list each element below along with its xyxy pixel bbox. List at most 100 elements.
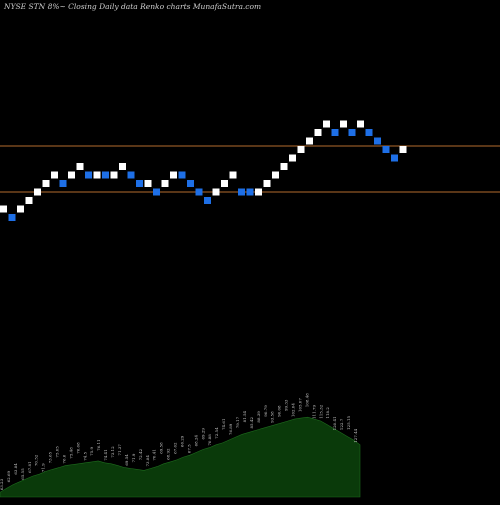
volume-label: 127.44 [353, 428, 358, 442]
volume-label: 72.42 [138, 448, 143, 460]
renko-brick-down [391, 154, 398, 162]
renko-brick-down [59, 180, 67, 187]
volume-label: 63.84 [13, 463, 18, 475]
volume-label: 66.29 [180, 435, 185, 447]
renko-brick-up [280, 163, 288, 170]
volume-label: 67.81 [27, 461, 32, 472]
volume-label: 70.41 [152, 449, 157, 460]
renko-brick-up [0, 205, 7, 213]
renko-brick-down [382, 146, 390, 153]
renko-brick-down [102, 171, 109, 179]
renko-brick-up [340, 120, 347, 128]
volume-label: 93.58 [270, 411, 275, 423]
volume-label: 68.24 [193, 434, 198, 446]
renko-brick-up [170, 171, 177, 179]
volume-label: 108.48 [304, 393, 309, 407]
volume-label: 67.5 [186, 444, 191, 453]
volume-label: 76.6 [62, 454, 67, 463]
renko-brick-down [8, 214, 16, 221]
volume-label: 81.54 [242, 410, 247, 422]
renko-brick-up [323, 120, 330, 128]
volume-label: 65.55 [20, 468, 25, 480]
volume-label: 63.23 [0, 478, 4, 490]
renko-brick-up [289, 154, 296, 162]
volume-label: 111.79 [311, 405, 316, 419]
volume-label: 118.2 [325, 407, 330, 419]
renko-brick-up [263, 180, 271, 187]
renko-brick-down [127, 171, 135, 179]
renko-brick-down [348, 129, 356, 136]
volume-label: 85.42 [249, 417, 254, 429]
renko-brick-down [195, 188, 203, 196]
volume-label: 74.41 [103, 449, 108, 460]
volume-label: 69.29 [200, 428, 205, 440]
renko-brick-down [331, 129, 339, 136]
volume-label: 67.62 [173, 442, 178, 454]
volume-label: 79.17 [235, 416, 240, 428]
volume-label: 122.7 [339, 418, 344, 430]
volume-label: 72.54 [214, 427, 219, 439]
renko-brick-up [68, 171, 75, 179]
volume-label: 90.79 [263, 405, 268, 417]
renko-brick-down [365, 129, 373, 136]
renko-brick-up [306, 137, 313, 145]
renko-brick-up [272, 171, 279, 179]
renko-brick-down [187, 180, 194, 187]
renko-brick-up [357, 120, 364, 128]
volume-label: 70.88 [207, 434, 212, 446]
volume-label: 88.39 [256, 411, 261, 423]
volume-label: 71.9 [41, 463, 46, 472]
volume-label: 120.41 [332, 416, 337, 430]
renko-brick-down [178, 171, 186, 179]
renko-brick-up [76, 163, 84, 170]
volume-label: 74.61 [221, 419, 226, 430]
renko-brick-up [212, 188, 220, 196]
volume-label: 75.48 [68, 447, 73, 459]
renko-brick-up [25, 197, 33, 204]
renko-brick-up [17, 205, 24, 213]
volume-area [0, 416, 361, 498]
renko-brick-up [42, 180, 50, 187]
volume-label: 62.69 [6, 470, 11, 482]
volume-label: 73.65 [48, 451, 53, 463]
chart-title: NYSE STN 8%~ Closing Daily data Renko ch… [4, 2, 262, 11]
renko-brick-up [51, 171, 58, 179]
volume-label: 69.54 [124, 454, 129, 466]
volume-label: 75.9 [89, 447, 94, 456]
volume-label: 71.37 [117, 444, 122, 456]
volume-label: 125.15 [346, 416, 351, 430]
renko-brick-down [238, 188, 245, 196]
renko-brick-up [93, 171, 101, 179]
renko-brick-down [153, 188, 160, 196]
volume-label: 76.11 [96, 439, 101, 450]
volume-label: 99.33 [284, 399, 289, 411]
renko-brick-down [85, 171, 92, 179]
volume-label: 96.08 [277, 405, 282, 417]
renko-brick-down [374, 137, 381, 145]
volume-label: 70.52 [34, 454, 39, 466]
volume-label: 68.92 [166, 448, 171, 460]
renko-brick-down [204, 197, 211, 204]
volume-label: 76.68 [75, 442, 80, 454]
renko-brick-up [119, 163, 126, 170]
renko-brick-down [136, 180, 143, 187]
renko-brick-up [255, 188, 262, 196]
volume-label: 74.5 [82, 451, 87, 460]
renko-brick-up [110, 171, 118, 179]
renko-brick-down [246, 188, 254, 196]
volume-label: 75.05 [55, 446, 60, 458]
volume-label: 71.9 [131, 453, 136, 462]
volume-label: 73.84 [145, 455, 150, 467]
volume-label: 69.58 [159, 442, 164, 454]
volume-label: 115.32 [318, 404, 323, 418]
renko-brick-up [314, 129, 322, 136]
renko-brick-up [144, 180, 152, 187]
renko-brick-up [161, 180, 169, 187]
renko-brick-up [399, 146, 407, 153]
volume-label: 76.89 [228, 423, 233, 435]
volume-label: 73.12 [110, 446, 115, 458]
volume-label: 105.07 [298, 398, 303, 412]
renko-brick-up [229, 171, 237, 179]
